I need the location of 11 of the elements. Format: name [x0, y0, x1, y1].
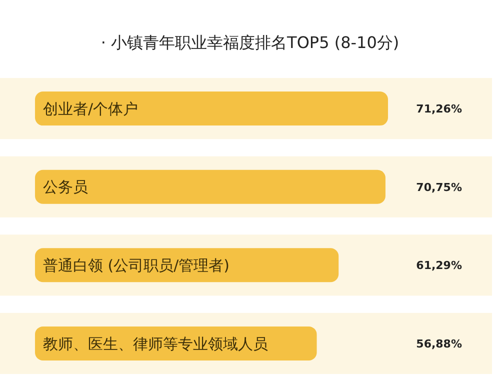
- y-tick-label: 教师、医生、律师等专业领域人员: [43, 334, 268, 353]
- bar: [35, 92, 388, 126]
- data-label: 70,75%: [416, 180, 462, 194]
- chart-title: · 小镇青年职业幸福度排名TOP5 (8-10分): [100, 33, 400, 52]
- bar: [35, 170, 386, 204]
- data-label: 71,26%: [416, 102, 462, 116]
- y-tick-label: 公务员: [43, 178, 88, 196]
- y-tick-label: 普通白领 (公司职员/管理者): [43, 256, 230, 275]
- y-tick-label: 创业者/个体户: [43, 100, 138, 118]
- data-label: 56,88%: [416, 337, 462, 350]
- data-label: 61,29%: [416, 259, 462, 272]
